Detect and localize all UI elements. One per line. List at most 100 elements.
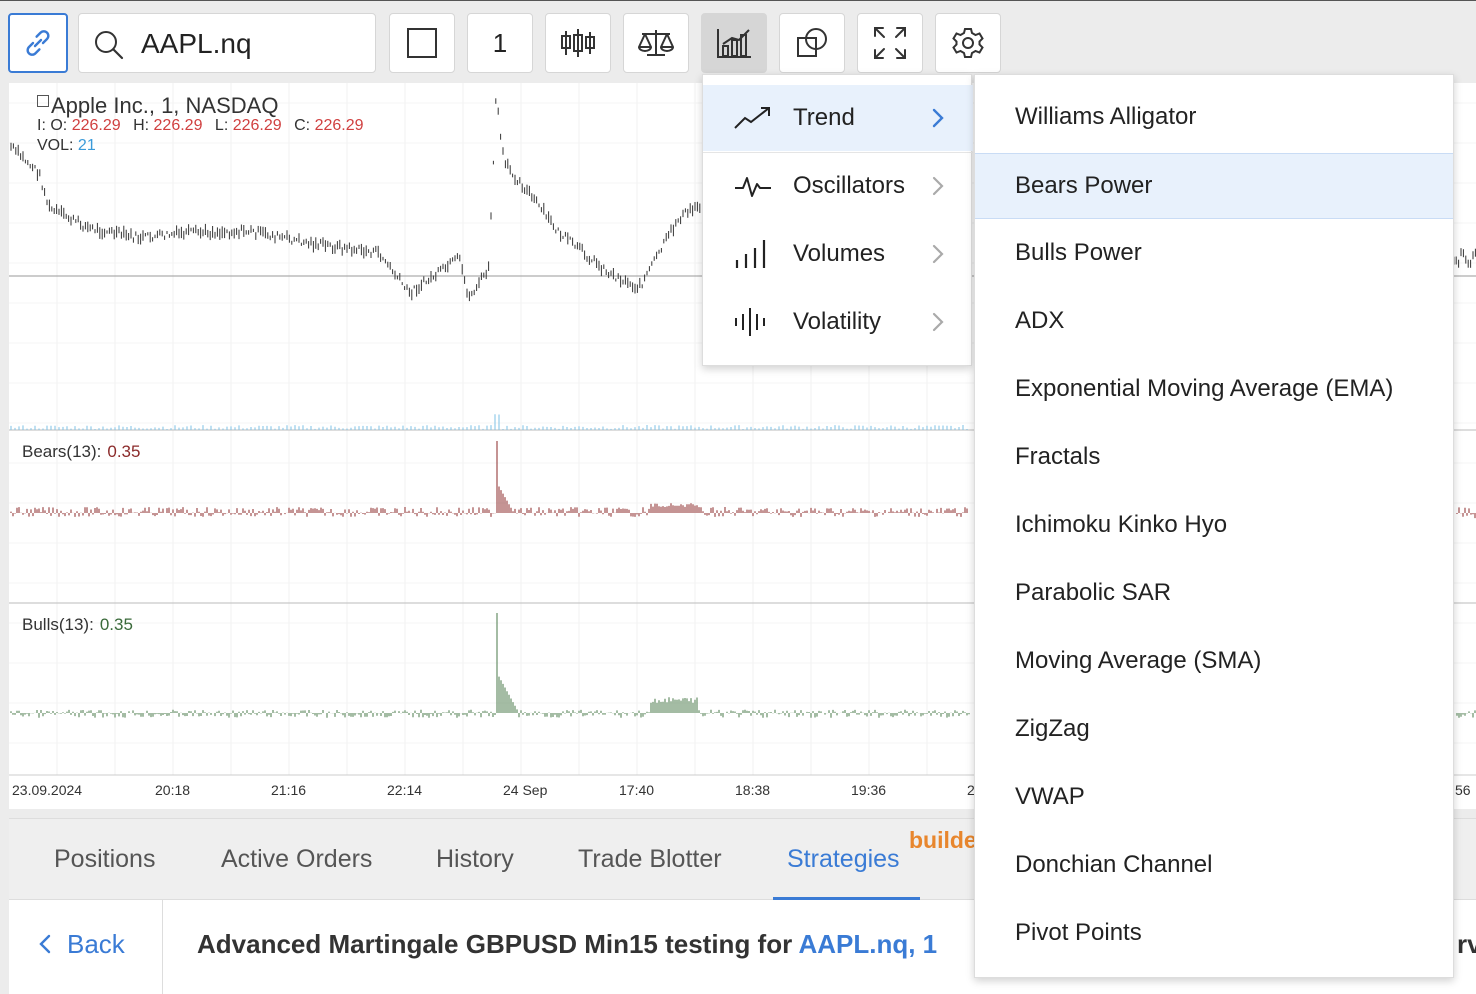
time-axis-label: 56 <box>1455 782 1471 798</box>
close-value: 226.29 <box>314 117 364 134</box>
bulls-value: 0.35 <box>99 615 133 634</box>
strategy-title-text: Advanced Martingale GBPUSD Min15 testing… <box>197 929 799 959</box>
high-value: 226.29 <box>153 117 203 134</box>
indicators-icon <box>717 29 751 58</box>
truncated-text: rv <box>1457 929 1476 959</box>
divider <box>162 900 163 994</box>
square-icon <box>407 28 437 58</box>
search-input[interactable]: AAPL.nq <box>141 28 252 59</box>
time-axis-label: 24 Sep <box>503 782 548 798</box>
indicator-label: Fractals <box>1015 443 1101 470</box>
drawing-tools-button[interactable] <box>779 13 845 73</box>
gear-icon <box>952 28 984 58</box>
indicator-item[interactable]: ADX <box>975 289 1453 355</box>
bulls-pane-label: Bulls(13): 0.35 <box>22 615 133 635</box>
time-axis-label: 19:36 <box>851 782 887 798</box>
bears-value: 0.35 <box>107 442 141 461</box>
builder-badge[interactable]: builde <box>909 827 975 853</box>
candlestick-button[interactable] <box>545 13 611 73</box>
indicator-category-menu: Trend Oscillators Volumes Volatility <box>702 74 973 366</box>
shapes-icon <box>797 28 827 57</box>
time-axis-label: 23.09.2024 <box>12 782 83 798</box>
chevron-left-icon <box>39 934 51 954</box>
indicator-item[interactable]: Exponential Moving Average (EMA) <box>975 357 1453 423</box>
compare-button[interactable] <box>623 13 689 73</box>
oscillators-icon <box>735 177 771 197</box>
link-button[interactable] <box>8 13 68 73</box>
indicator-item-selected[interactable]: Bears Power <box>975 153 1453 219</box>
indicator-label: ADX <box>1015 307 1065 334</box>
time-axis-label: 22:14 <box>387 782 423 798</box>
time-axis-label: 20:18 <box>155 782 191 798</box>
menu-item-oscillators[interactable]: Oscillators <box>703 153 973 219</box>
tab-positions[interactable]: Positions <box>54 845 156 873</box>
menu-item-volatility[interactable]: Volatility <box>703 289 973 355</box>
volume-value: 21 <box>77 137 96 154</box>
interval-button[interactable]: 1 <box>467 13 533 73</box>
indicator-label: ZigZag <box>1015 715 1090 742</box>
menu-item-label: Volumes <box>793 240 886 267</box>
indicator-item[interactable]: Donchian Channel <box>975 833 1453 899</box>
chevron-right-icon <box>932 176 944 196</box>
open-label: I: O: <box>37 117 68 134</box>
indicator-item[interactable]: Williams Alligator <box>975 85 1453 151</box>
indicator-item[interactable]: Bulls Power <box>975 221 1453 287</box>
indicator-item[interactable]: Ichimoku Kinko Hyo <box>975 493 1453 559</box>
indicator-label: Bears Power <box>1015 172 1153 199</box>
chart-type-button[interactable] <box>389 13 455 73</box>
open-value: 226.29 <box>71 117 121 134</box>
bulls-label: Bulls(13): <box>22 615 94 634</box>
back-button[interactable]: Back <box>37 929 125 960</box>
indicator-item[interactable]: VWAP <box>975 765 1453 831</box>
indicator-item[interactable]: Fractals <box>975 425 1453 491</box>
ohlc-readout: I: O: 226.29 H: 226.29 L: 226.29 C: 226.… <box>37 117 372 135</box>
chart-title: Apple Inc., 1, NASDAQ <box>37 93 278 119</box>
chevron-right-icon <box>932 312 944 332</box>
bears-label: Bears(13): <box>22 442 102 461</box>
collapse-icon[interactable] <box>37 95 49 107</box>
toolbar: AAPL.nq 1 <box>0 0 1476 82</box>
link-icon <box>26 30 50 56</box>
tab-strategies[interactable]: Strategies <box>787 845 900 873</box>
trend-indicators-submenu: Williams Alligator Bears Power Bulls Pow… <box>974 74 1454 978</box>
indicator-item[interactable]: Pivot Points <box>975 901 1453 967</box>
indicators-button[interactable] <box>701 13 767 73</box>
settings-button[interactable] <box>935 13 1001 73</box>
low-value: 226.29 <box>232 117 282 134</box>
strategy-symbol-link[interactable]: AAPL.nq, 1 <box>798 929 938 959</box>
chevron-right-icon <box>932 108 944 128</box>
menu-item-label: Trend <box>793 104 855 131</box>
search-icon <box>95 31 124 60</box>
symbol-search[interactable]: AAPL.nq <box>78 13 376 73</box>
time-axis-label: 21:16 <box>271 782 307 798</box>
high-label: H: <box>133 117 150 134</box>
menu-item-volumes[interactable]: Volumes <box>703 221 973 287</box>
interval-value: 1 <box>492 27 508 58</box>
back-label: Back <box>67 929 125 959</box>
menu-item-trend[interactable]: Trend <box>703 85 973 151</box>
menu-item-label: Volatility <box>793 308 882 335</box>
indicator-label: Donchian Channel <box>1015 851 1213 878</box>
indicator-item[interactable]: Moving Average (SMA) <box>975 629 1453 695</box>
time-axis-label: 18:38 <box>735 782 771 798</box>
fullscreen-icon <box>874 27 906 59</box>
time-axis-label: 17:40 <box>619 782 655 798</box>
indicator-label: Pivot Points <box>1015 919 1142 946</box>
indicator-item[interactable]: Parabolic SAR <box>975 561 1453 627</box>
bears-pane-label: Bears(13): 0.35 <box>22 442 140 462</box>
low-label: L: <box>214 117 229 134</box>
tab-active-orders[interactable]: Active Orders <box>221 845 373 873</box>
indicator-item[interactable]: ZigZag <box>975 697 1453 763</box>
menu-separator <box>703 152 973 153</box>
indicator-label: Parabolic SAR <box>1015 579 1172 606</box>
chevron-right-icon <box>932 244 944 264</box>
active-tab-indicator <box>773 897 920 900</box>
tab-history[interactable]: History <box>436 845 514 873</box>
indicator-label: Ichimoku Kinko Hyo <box>1015 511 1228 538</box>
tab-trade-blotter[interactable]: Trade Blotter <box>578 845 722 873</box>
chart-symbol-name: Apple Inc., 1, NASDAQ <box>51 93 279 118</box>
fullscreen-button[interactable] <box>857 13 923 73</box>
volatility-icon <box>735 308 765 336</box>
volume-readout: VOL: 21 <box>37 137 96 155</box>
strategy-title: Advanced Martingale GBPUSD Min15 testing… <box>197 929 937 960</box>
